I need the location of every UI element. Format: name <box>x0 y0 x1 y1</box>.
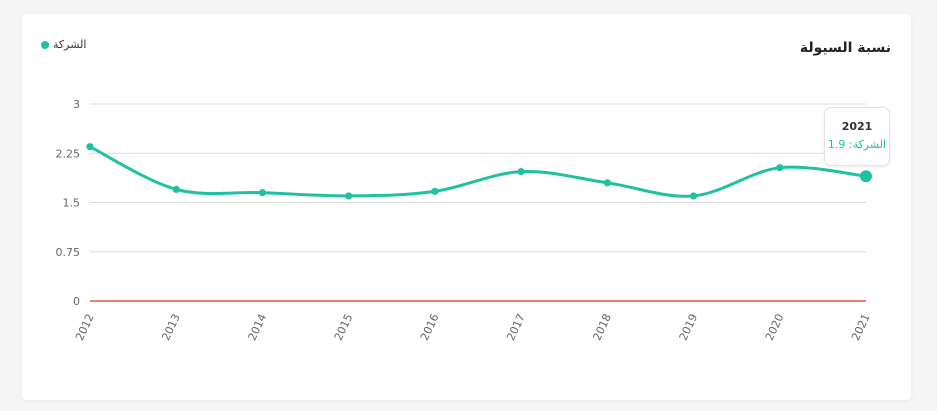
data-point <box>517 168 525 176</box>
legend-label: الشركة <box>53 38 87 51</box>
x-tick-label: 2016 <box>418 312 442 343</box>
legend-item[interactable]: الشركة <box>41 38 86 51</box>
data-point <box>172 185 180 193</box>
x-tick-label: 2013 <box>159 312 183 343</box>
y-tick-label: 2.25 <box>56 147 81 160</box>
y-tick-label: 0.75 <box>56 246 81 259</box>
x-tick-label: 2021 <box>849 312 873 343</box>
x-tick-label: 2014 <box>246 312 270 343</box>
x-tick-label: 2019 <box>677 312 701 343</box>
data-point <box>603 179 611 187</box>
tooltip-value: الشركة: 1.9 <box>827 138 887 151</box>
chart-card: نسبة السيولة الشركة 0 0.75 1.5 2.25 3 2012 201… <box>22 14 911 400</box>
data-point <box>258 189 267 197</box>
data-point <box>345 192 353 200</box>
tooltip-title: 2021 <box>841 120 873 133</box>
line-chart: 0 0.75 1.5 2.25 3 2012 2013 2014 2015 2016 2017 201… <box>56 98 873 343</box>
chart-title: نسبة السيولة <box>799 40 891 56</box>
tooltip: 2021 الشركة: 1.9 <box>824 107 890 166</box>
data-point <box>689 192 698 200</box>
y-tick-label: 3 <box>73 98 80 111</box>
legend-marker <box>41 40 49 49</box>
x-tick-label: 2015 <box>332 312 356 343</box>
data-point <box>86 143 94 151</box>
x-tick-label: 2012 <box>73 312 97 343</box>
data-point <box>431 187 439 195</box>
highlighted-point <box>860 170 872 183</box>
series-line <box>89 145 867 198</box>
data-point <box>776 164 784 172</box>
x-tick-label: 2018 <box>590 312 614 343</box>
y-tick-label: 1.5 <box>63 197 81 210</box>
x-tick-label: 2017 <box>504 312 528 343</box>
x-tick-label: 2020 <box>763 312 787 343</box>
y-tick-label: 0 <box>73 295 80 308</box>
